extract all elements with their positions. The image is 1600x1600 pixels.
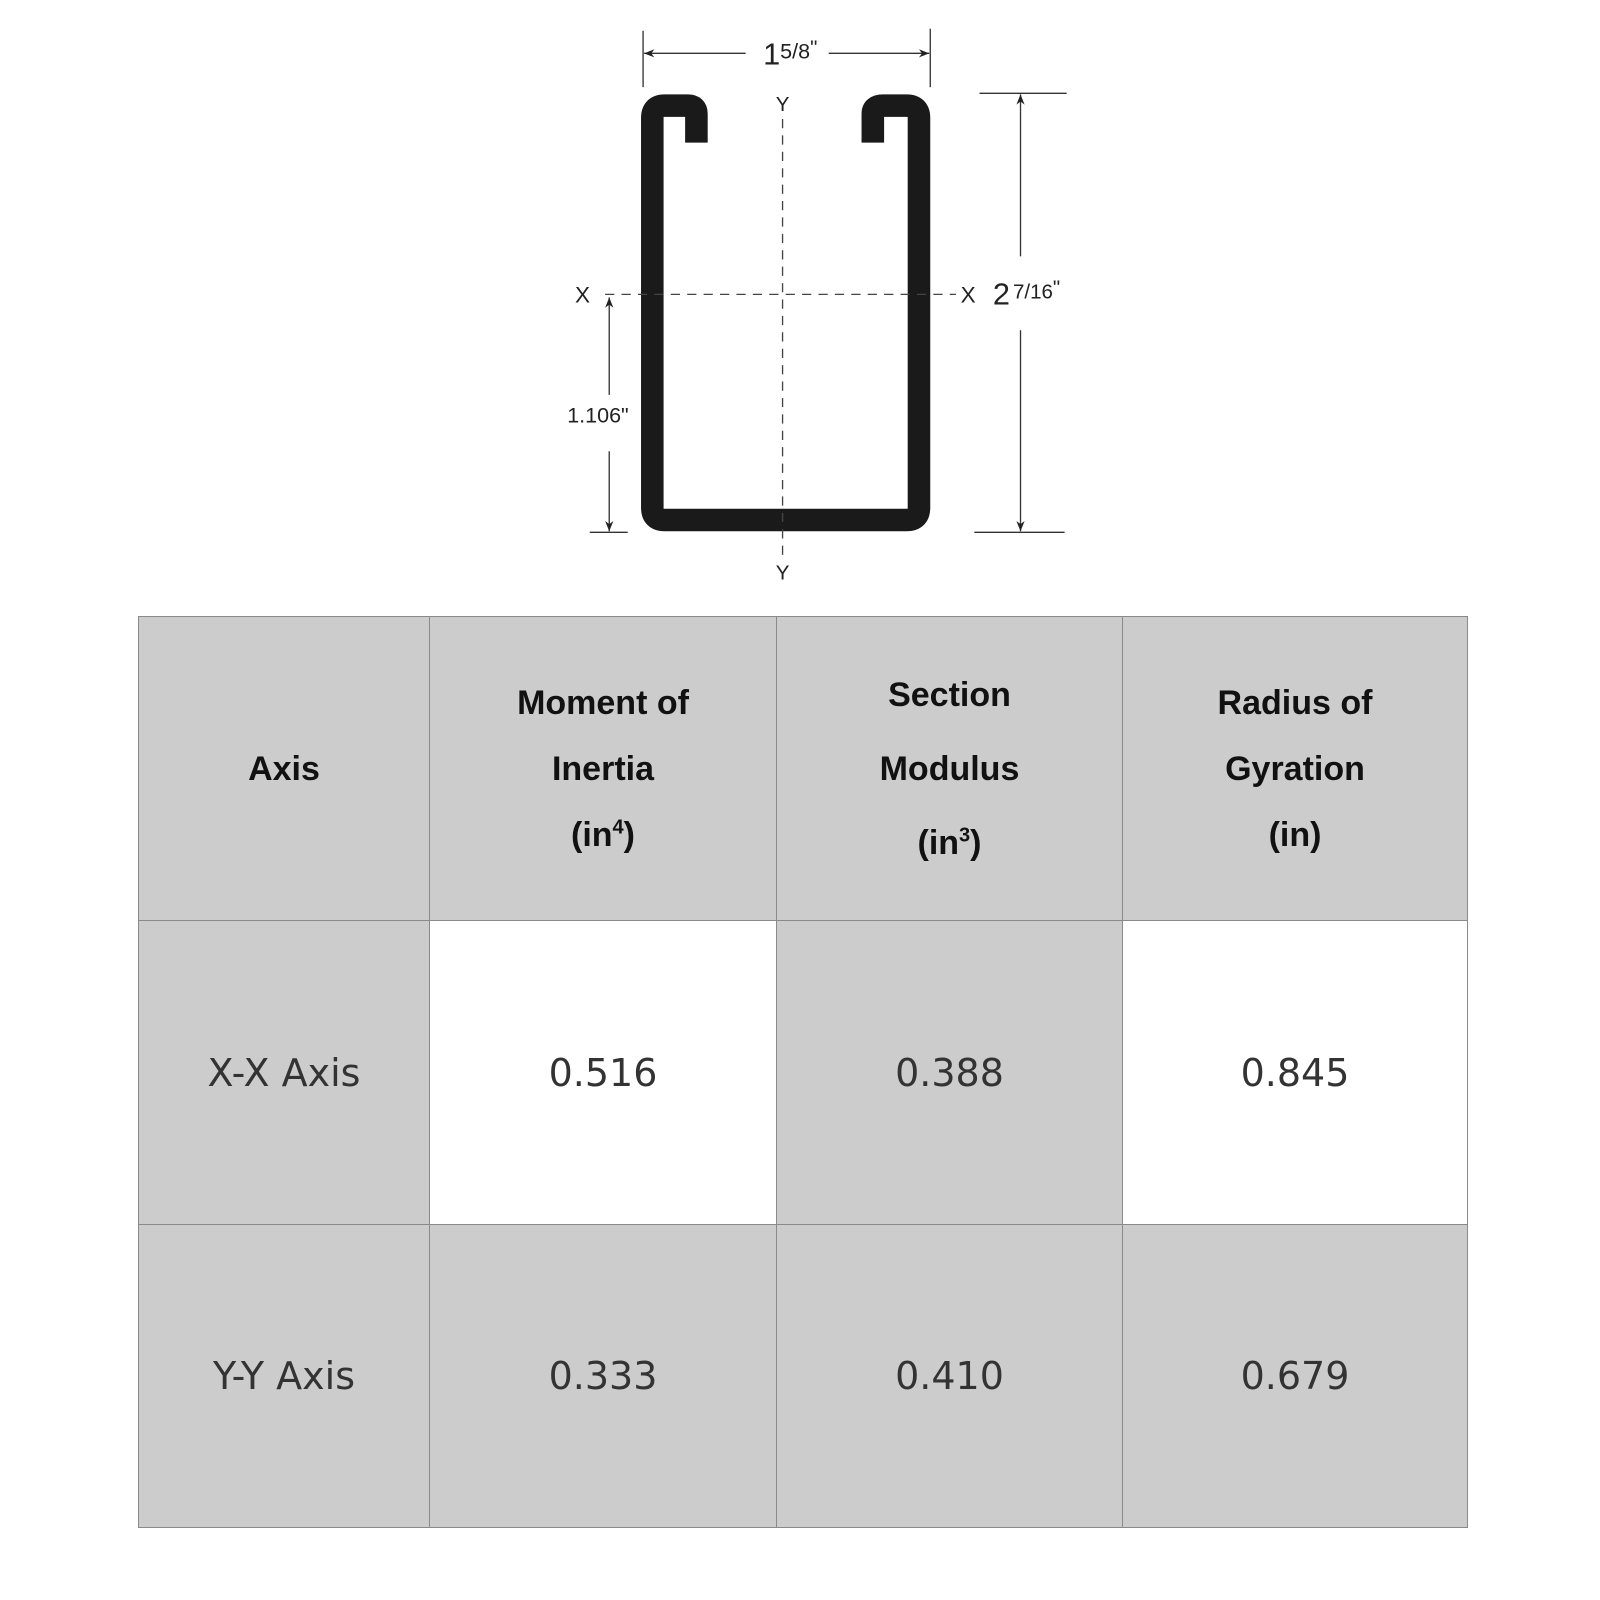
height-dimension: 2 7/16": [974, 92, 1067, 533]
cell-axis: X-X Axis: [138, 920, 430, 1225]
cell-radius-of-gyration: 0.679: [1122, 1224, 1468, 1528]
table-row: X-X Axis 0.516 0.388 0.845: [138, 920, 1468, 1225]
svg-text:27/16": 2 7/16": [993, 276, 1060, 311]
table-row: Y-Y Axis 0.333 0.410 0.679: [138, 1224, 1468, 1528]
svg-text:1.106": 1.106": [567, 404, 628, 428]
cell-moment-of-inertia: 0.333: [429, 1224, 777, 1528]
header-moment-of-inertia: Moment of Inertia (in4): [429, 616, 777, 921]
y-axis-label-top: Y: [776, 93, 790, 116]
y-axis-label-bottom: Y: [776, 561, 790, 584]
section-properties-table: Axis Moment of Inertia (in4) Section Mod…: [138, 616, 1468, 1528]
table-header-row: Axis Moment of Inertia (in4) Section Mod…: [138, 616, 1468, 921]
cell-section-modulus: 0.388: [776, 920, 1123, 1225]
cell-radius-of-gyration: 0.845: [1122, 920, 1468, 1225]
channel-cross-section-diagram: X X Y Y 15/8" 2 7/16" 1.106": [567, 28, 1067, 584]
cell-moment-of-inertia: 0.516: [429, 920, 777, 1225]
width-dimension: 15/8": [642, 28, 931, 88]
header-section-modulus: Section Modulus (in3): [776, 616, 1123, 921]
header-radius-of-gyration: Radius of Gyration (in): [1122, 616, 1468, 921]
x-axis-label-right: X: [961, 283, 976, 308]
strut-channel-profile: [641, 94, 931, 532]
cell-axis: Y-Y Axis: [138, 1224, 430, 1528]
centroid-dimension: 1.106": [567, 297, 629, 533]
cell-section-modulus: 0.410: [776, 1224, 1123, 1528]
header-axis: Axis: [138, 616, 430, 921]
svg-text:15/8": 15/8": [763, 36, 817, 71]
x-axis-label-left: X: [575, 283, 590, 308]
